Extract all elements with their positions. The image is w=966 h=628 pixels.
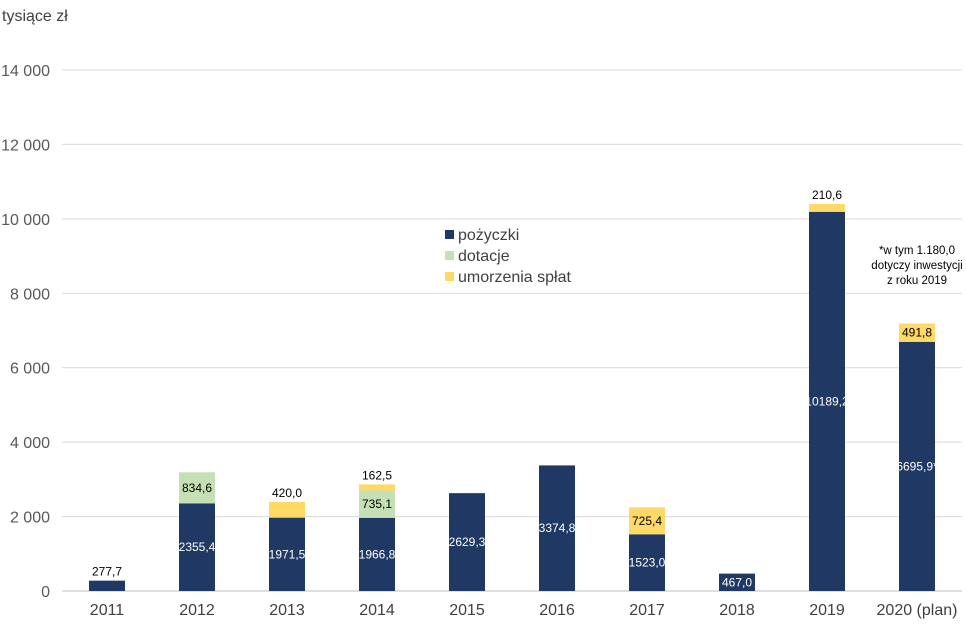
data-label: 1971,5 xyxy=(269,547,306,561)
x-tick-label: 2020 (plan) xyxy=(877,602,958,619)
bar-segment-0 xyxy=(89,580,125,591)
bar-segment-1 xyxy=(179,472,215,504)
legend: pożyczki dotacje umorzenia spłat xyxy=(445,227,572,286)
x-tick-label: 2011 xyxy=(90,602,125,619)
y-tick-label: 12 000 xyxy=(1,137,50,154)
y-tick-label: 6 000 xyxy=(10,361,50,378)
bar-segment-0 xyxy=(809,211,845,591)
x-tick-label: 2015 xyxy=(449,602,485,619)
data-label: 210,6 xyxy=(812,188,842,202)
data-label: 725,4 xyxy=(632,514,662,528)
data-label: 420,0 xyxy=(272,486,302,500)
legend-label: umorzenia spłat xyxy=(458,269,572,286)
x-tick-label: 2017 xyxy=(629,602,665,619)
bar-segment-0 xyxy=(719,573,755,591)
bar-segment-0 xyxy=(899,341,935,591)
data-label: 1966,8 xyxy=(359,547,396,561)
data-label: 834,6 xyxy=(182,481,212,495)
y-axis-unit-label: tysiące zł xyxy=(2,8,68,25)
data-label: 10189,2 xyxy=(805,394,849,408)
x-tick-label: 2019 xyxy=(809,602,845,619)
x-tick-label: 2016 xyxy=(539,602,575,619)
data-label: 2629,3 xyxy=(449,535,486,549)
bar-segment-0 xyxy=(179,503,215,591)
bar-segment-0 xyxy=(539,465,575,591)
legend-swatch xyxy=(445,272,454,281)
bar-segment-0 xyxy=(359,517,395,591)
bar-segment-2 xyxy=(359,484,395,491)
data-label: 2355,4 xyxy=(179,540,216,554)
data-label: 162,5 xyxy=(362,468,392,482)
data-label: 491,8 xyxy=(902,326,932,340)
legend-label: pożyczki xyxy=(458,227,519,244)
annotation-line: z roku 2019 xyxy=(887,275,947,287)
x-axis-ticks: 2011 2012 2013 2014 2015 2016 2017 2018 2019 2020… xyxy=(90,602,958,619)
y-tick-label: 14 000 xyxy=(1,63,50,80)
bar-segment-2 xyxy=(629,507,665,535)
data-label: 6695,9* xyxy=(896,459,938,473)
y-tick-label: 4 000 xyxy=(10,435,50,452)
bar-segment-2 xyxy=(899,323,935,342)
bar-segment-1 xyxy=(359,490,395,518)
bars xyxy=(89,203,935,591)
bar-segment-2 xyxy=(809,203,845,212)
x-tick-label: 2013 xyxy=(269,602,305,619)
annotation-note: *w tym 1.180,0 dotyczy inwestycji z roku 2… xyxy=(871,245,962,287)
bar-segment-2 xyxy=(269,502,305,518)
x-tick-label: 2018 xyxy=(719,602,755,619)
y-axis-ticks: 0 2 000 4 000 6 000 8 000 10 000 12 000 14 000 xyxy=(1,63,50,601)
y-tick-label: 0 xyxy=(41,584,50,601)
x-tick-label: 2014 xyxy=(359,602,395,619)
legend-swatch xyxy=(445,251,454,260)
annotation-line: *w tym 1.180,0 xyxy=(879,245,955,257)
bar-segment-0 xyxy=(449,493,485,591)
bar-segment-0 xyxy=(629,534,665,591)
y-tick-label: 8 000 xyxy=(10,286,50,303)
data-labels: 277,7 2355,4 834,6 1971,5 420,0 1966,8 735,1 16… xyxy=(92,188,938,589)
data-label: 277,7 xyxy=(92,565,122,579)
data-label: 1523,0 xyxy=(629,556,666,570)
data-label: 3374,8 xyxy=(539,521,576,535)
y-tick-label: 10 000 xyxy=(1,212,50,229)
legend-label: dotacje xyxy=(458,248,510,265)
data-label: 467,0 xyxy=(722,575,752,589)
annotation-line: dotyczy inwestycji xyxy=(871,260,962,272)
y-tick-label: 2 000 xyxy=(10,510,50,527)
data-label: 735,1 xyxy=(362,497,392,511)
x-tick-label: 2012 xyxy=(179,602,215,619)
bar-segment-0 xyxy=(269,517,305,591)
legend-swatch xyxy=(445,230,454,239)
